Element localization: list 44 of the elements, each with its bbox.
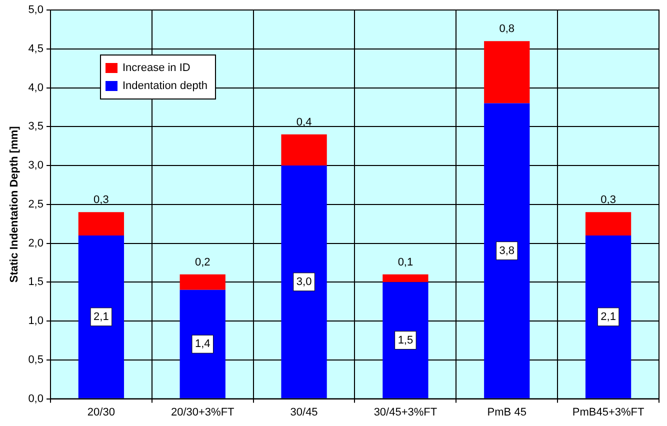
bar xyxy=(484,41,530,104)
data-label: 3,0 xyxy=(296,276,312,288)
x-tick-label: 30/45 xyxy=(290,406,318,418)
data-label: 1,4 xyxy=(194,338,210,350)
bar xyxy=(78,236,124,398)
y-tick-label: 3,0 xyxy=(28,160,44,172)
x-tick-label: 20/30 xyxy=(87,406,115,418)
y-tick-label: 4,0 xyxy=(28,82,44,94)
data-label: 0,1 xyxy=(398,256,414,268)
bar xyxy=(585,212,632,236)
bar xyxy=(78,212,124,236)
bar xyxy=(180,290,226,398)
data-label: 3,8 xyxy=(499,244,515,257)
data-label: 2,1 xyxy=(600,310,616,323)
data-label: 2,1 xyxy=(94,310,109,323)
y-tick-label: 0,5 xyxy=(28,354,44,366)
data-label: 0,4 xyxy=(296,116,312,128)
y-tick-label: 1,0 xyxy=(28,315,44,328)
y-tick-label: 5,0 xyxy=(28,4,44,16)
data-label: 0,8 xyxy=(499,23,515,36)
data-label: 0,3 xyxy=(600,194,616,206)
bar xyxy=(382,282,428,398)
legend-label: Indentation depth xyxy=(122,80,208,92)
bar xyxy=(180,274,226,290)
x-tick-label: 30/45+3%FT xyxy=(374,406,438,418)
y-axis-title: Static Indentation Depth [mm] xyxy=(8,126,21,283)
bar xyxy=(382,274,428,282)
y-tick-label: 0,0 xyxy=(28,392,44,405)
y-tick-label: 2,0 xyxy=(28,237,44,250)
x-tick-label: PmB45+3%FT xyxy=(572,406,644,418)
y-tick-label: 4,5 xyxy=(28,42,44,55)
bar xyxy=(281,166,327,398)
legend-label: Increase in ID xyxy=(122,62,190,74)
bar xyxy=(281,134,327,166)
data-label: 0,2 xyxy=(194,256,210,268)
data-label: 0,3 xyxy=(94,194,109,206)
x-tick-label: 20/30+3%FT xyxy=(170,406,235,418)
bar xyxy=(585,236,632,398)
x-tick-label: PmB 45 xyxy=(487,406,526,418)
bar xyxy=(484,103,530,398)
y-tick-label: 3,5 xyxy=(28,120,44,133)
y-tick-label: 2,5 xyxy=(28,198,44,210)
y-tick-label: 1,5 xyxy=(28,276,44,288)
data-label: 1,5 xyxy=(398,334,414,346)
